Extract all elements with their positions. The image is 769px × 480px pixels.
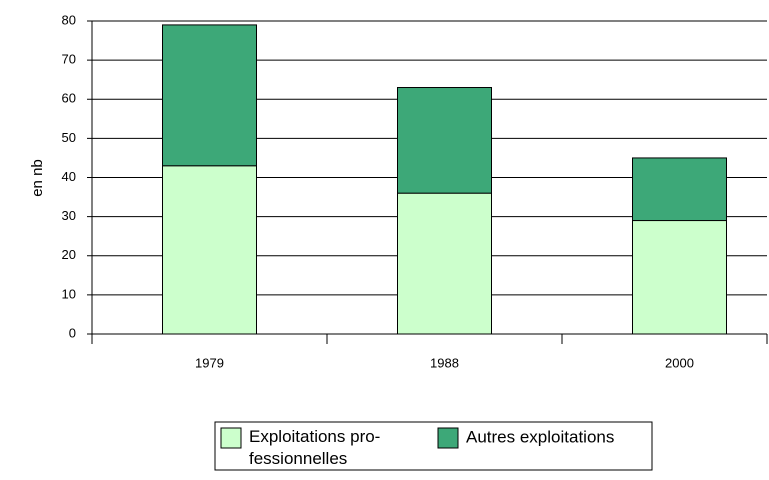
y-axis-label: en nb [29,159,46,197]
legend-label-line: fessionnelles [249,449,347,468]
legend-box [214,421,653,471]
y-tick-label: 40 [62,169,76,184]
y-tick-label: 70 [62,52,76,67]
bar-segment [632,157,727,222]
bar-segment [162,24,257,167]
y-tick-label: 0 [69,325,76,340]
y-tick-label: 80 [62,12,76,27]
x-tick-label: 1988 [430,355,459,370]
legend-label: Exploitations pro-fessionnelles [249,427,380,468]
legend-swatch [437,427,459,449]
legend-label: Autres exploitations [466,427,614,446]
legend-label-line: Exploitations pro- [249,427,380,446]
bar-segment [397,192,492,335]
y-tick-label: 60 [62,91,76,106]
x-tick-label: 2000 [665,355,694,370]
legend-swatch [220,427,242,449]
bar-segment [397,87,492,194]
y-tick-label: 30 [62,208,76,223]
y-tick-label: 50 [62,130,76,145]
y-tick-label: 10 [62,286,76,301]
y-tick-label: 20 [62,247,76,262]
x-tick-label: 1979 [195,355,224,370]
bar-segment [632,220,727,335]
bar-segment [162,165,257,335]
